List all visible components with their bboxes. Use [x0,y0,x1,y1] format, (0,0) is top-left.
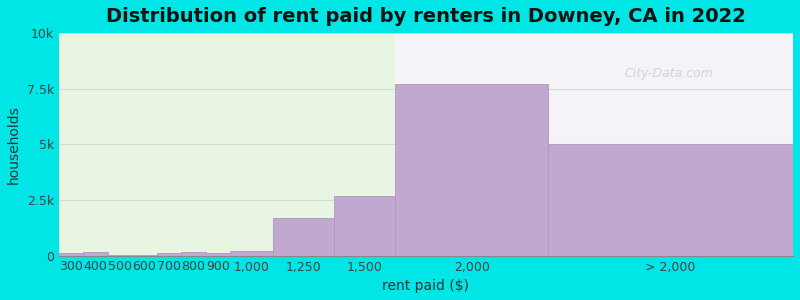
Bar [58,33,395,256]
Bar [548,144,793,256]
X-axis label: rent paid ($): rent paid ($) [382,279,470,293]
Bar [83,252,107,256]
Bar [58,254,83,256]
Bar [395,84,548,256]
Bar [181,252,206,256]
Y-axis label: households: households [7,105,21,184]
Bar [273,218,334,256]
Bar [157,254,181,256]
Bar [334,196,395,256]
Text: City-Data.com: City-Data.com [624,67,713,80]
Bar [107,254,132,256]
Title: Distribution of rent paid by renters in Downey, CA in 2022: Distribution of rent paid by renters in … [106,7,746,26]
Bar [395,33,793,256]
Bar [132,254,157,256]
Bar [206,254,230,256]
Bar [230,251,273,256]
